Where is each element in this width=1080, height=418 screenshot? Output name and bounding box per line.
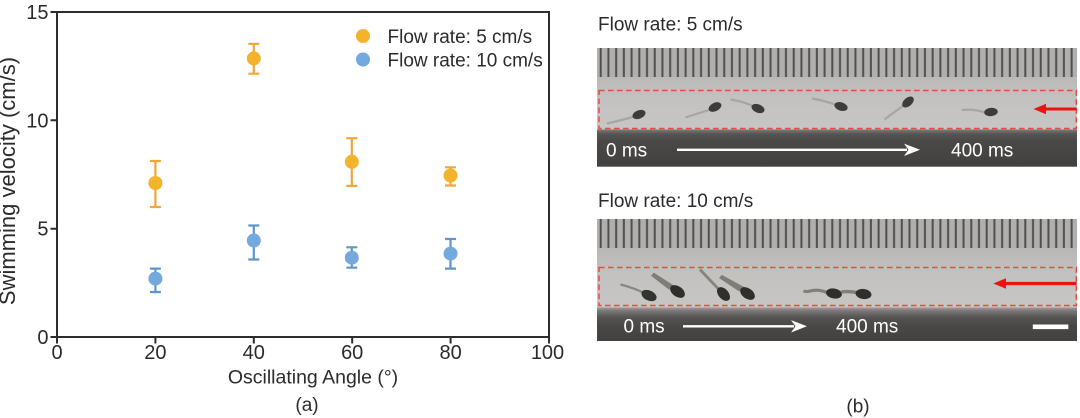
svg-text:0: 0 [51, 342, 62, 364]
svg-text:Oscillating Angle (°): Oscillating Angle (°) [228, 367, 398, 389]
svg-text:400 ms: 400 ms [951, 141, 1013, 162]
svg-text:(a): (a) [295, 395, 318, 416]
svg-text:60: 60 [341, 342, 363, 364]
svg-text:0: 0 [37, 327, 48, 349]
svg-text:Flow rate: 10 cm/s: Flow rate: 10 cm/s [388, 50, 543, 71]
svg-text:Swimming velocity (cm/s): Swimming velocity (cm/s) [0, 57, 20, 305]
svg-text:Flow rate: 5 cm/s: Flow rate: 5 cm/s [388, 27, 533, 48]
svg-text:0 ms: 0 ms [606, 141, 647, 162]
svg-text:Flow rate: 10 cm/s: Flow rate: 10 cm/s [598, 191, 753, 212]
svg-text:Flow rate: 5 cm/s: Flow rate: 5 cm/s [598, 15, 743, 36]
svg-text:40: 40 [243, 342, 265, 364]
svg-text:5: 5 [37, 219, 48, 241]
svg-text:10: 10 [26, 110, 48, 132]
svg-text:80: 80 [439, 342, 461, 364]
svg-text:(b): (b) [846, 397, 869, 418]
svg-text:100: 100 [531, 342, 564, 364]
svg-text:15: 15 [26, 2, 48, 24]
svg-text:20: 20 [144, 342, 166, 364]
svg-text:0 ms: 0 ms [624, 317, 665, 338]
svg-text:400 ms: 400 ms [836, 317, 898, 338]
